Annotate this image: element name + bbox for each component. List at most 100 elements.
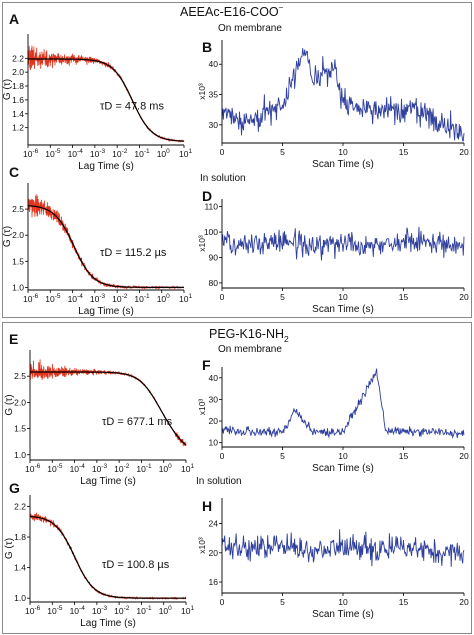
x-tick-label: 10-4 <box>68 148 84 159</box>
x-tick-label: 20 <box>459 292 469 302</box>
panel-e-autocorrelation: E 10-6 10-5 10-4 10-3 10-2 10-1 100 101 1.0 1.5 2.0… <box>4 331 194 487</box>
y-tick-label: 30 <box>209 394 219 404</box>
y-axis-label: x10³ <box>197 399 207 416</box>
raw-correlation-trace <box>27 45 185 143</box>
fit-curve <box>27 205 184 288</box>
panel-c-autocorrelation: C 10-6 10-5 10-4 10-3 10-2 10-1 100 101 1.0 1.5 2.0… <box>2 164 192 317</box>
y-tick-label: 35 <box>209 90 219 100</box>
y-tick-label: 2.0 <box>12 67 24 77</box>
x-axis-label: Scan Time (s) <box>312 304 374 315</box>
x-tick-label: 20 <box>459 147 469 157</box>
x-tick-label: 101 <box>181 605 194 616</box>
x-tick-label: 10-5 <box>47 605 63 616</box>
panel-label-d: D <box>202 188 212 204</box>
intensity-trace <box>221 368 465 439</box>
x-tick-label: 101 <box>179 293 192 304</box>
x-tick-label: 0 <box>220 451 225 461</box>
y-tick-label: 1.4 <box>14 563 26 573</box>
panel-label-c: C <box>9 164 19 180</box>
axes <box>221 367 464 448</box>
x-tick-label: 10-1 <box>134 293 150 304</box>
y-axis-label: x10³ <box>197 537 207 554</box>
panel-f-intensity-trace: F 0 5 10 15 20 10 20 30 40 Scan Time (s) x10³ <box>197 357 469 474</box>
panel-b-intensity-trace: B 0 5 10 15 20 30 35 40 Scan Time (s) x10³ <box>197 39 469 170</box>
panel-label-g: G <box>9 480 20 496</box>
panel-label-f: F <box>202 357 211 373</box>
x-tick-label: 15 <box>399 292 409 302</box>
block-aeeac-e16 <box>2 2 472 318</box>
x-tick-label: 10-1 <box>136 463 152 474</box>
y-tick-label: 1.0 <box>12 282 24 292</box>
y-tick-label: 110 <box>204 202 218 212</box>
y-tick-label: 20 <box>209 548 219 558</box>
x-tick-label: 101 <box>179 148 192 159</box>
y-tick-label: 2.5 <box>14 371 26 381</box>
x-tick-label: 10-6 <box>25 605 41 616</box>
x-tick-label: 100 <box>159 463 172 474</box>
x-axis-label: Lag Time (s) <box>80 476 136 487</box>
y-tick-label: 90 <box>209 252 219 262</box>
x-tick-label: 10-1 <box>136 605 152 616</box>
y-tick-label: 1.4 <box>12 109 24 119</box>
intensity-trace <box>221 529 465 567</box>
y-tick-label: 30 <box>209 120 219 130</box>
x-axis-label: Scan Time (s) <box>312 159 374 170</box>
x-axis-label: Lag Time (s) <box>80 618 136 629</box>
x-tick-label: 10-6 <box>25 463 41 474</box>
panel-label-b: B <box>202 39 212 55</box>
x-tick-label: 10 <box>338 147 348 157</box>
condition-on-membrane-2: On membrane <box>218 344 282 355</box>
x-tick-label: 10-4 <box>68 293 84 304</box>
x-tick-label: 10-3 <box>92 605 108 616</box>
y-tick-label: 2.2 <box>14 501 26 511</box>
x-tick-label: 5 <box>280 147 285 157</box>
x-tick-label: 0 <box>220 597 225 607</box>
tau-d-annotation: τD = 47.8 ms <box>100 100 164 112</box>
y-tick-label: 1.2 <box>12 123 24 133</box>
y-tick-label: 40 <box>209 59 219 69</box>
fit-curve <box>29 515 186 599</box>
y-axis-label: G (τ) <box>2 79 13 100</box>
y-tick-label: 2.2 <box>12 53 24 63</box>
y-tick-label: 20 <box>209 416 219 426</box>
axes <box>27 183 184 291</box>
x-tick-label: 10-4 <box>70 605 86 616</box>
y-tick-label: 1.8 <box>14 532 26 542</box>
y-tick-label: 2.0 <box>14 397 26 407</box>
panel-h-intensity-trace: H 0 5 10 15 20 16 20 24 Scan Time (s) x10³ <box>197 498 469 620</box>
axes <box>29 350 186 461</box>
y-tick-label: 100 <box>204 227 218 237</box>
x-tick-label: 10 <box>338 451 348 461</box>
x-tick-label: 15 <box>399 451 409 461</box>
intensity-trace <box>221 48 465 142</box>
x-tick-label: 100 <box>157 148 170 159</box>
x-tick-label: 10-3 <box>92 463 108 474</box>
x-tick-label: 15 <box>399 597 409 607</box>
fit-curve <box>28 58 184 142</box>
tau-d-annotation: τD = 677.1 ms <box>102 416 173 428</box>
x-axis-label: Scan Time (s) <box>312 609 374 620</box>
y-axis-label: x10³ <box>197 235 207 252</box>
condition-in-solution-2: In solution <box>196 476 242 487</box>
y-tick-label: 1.0 <box>14 450 26 460</box>
x-axis-label: Scan Time (s) <box>312 463 374 474</box>
x-tick-label: 100 <box>159 605 172 616</box>
x-tick-label: 10-5 <box>45 293 61 304</box>
x-tick-label: 5 <box>280 292 285 302</box>
y-tick-label: 80 <box>209 278 219 288</box>
fit-curve <box>30 371 187 446</box>
y-axis-label: G (τ) <box>2 226 13 247</box>
x-tick-label: 20 <box>459 597 469 607</box>
x-tick-label: 10-3 <box>90 148 106 159</box>
x-tick-label: 15 <box>399 147 409 157</box>
y-tick-label: 16 <box>209 577 219 587</box>
x-tick-label: 10-2 <box>112 293 128 304</box>
x-tick-label: 5 <box>280 451 285 461</box>
x-tick-label: 10-5 <box>45 148 61 159</box>
x-tick-label: 10-2 <box>112 148 128 159</box>
x-tick-label: 10-2 <box>114 463 130 474</box>
y-tick-label: 24 <box>209 519 219 529</box>
y-tick-label: 1.5 <box>12 256 24 266</box>
x-tick-label: 0 <box>220 147 225 157</box>
y-axis-label: G (τ) <box>4 538 15 559</box>
